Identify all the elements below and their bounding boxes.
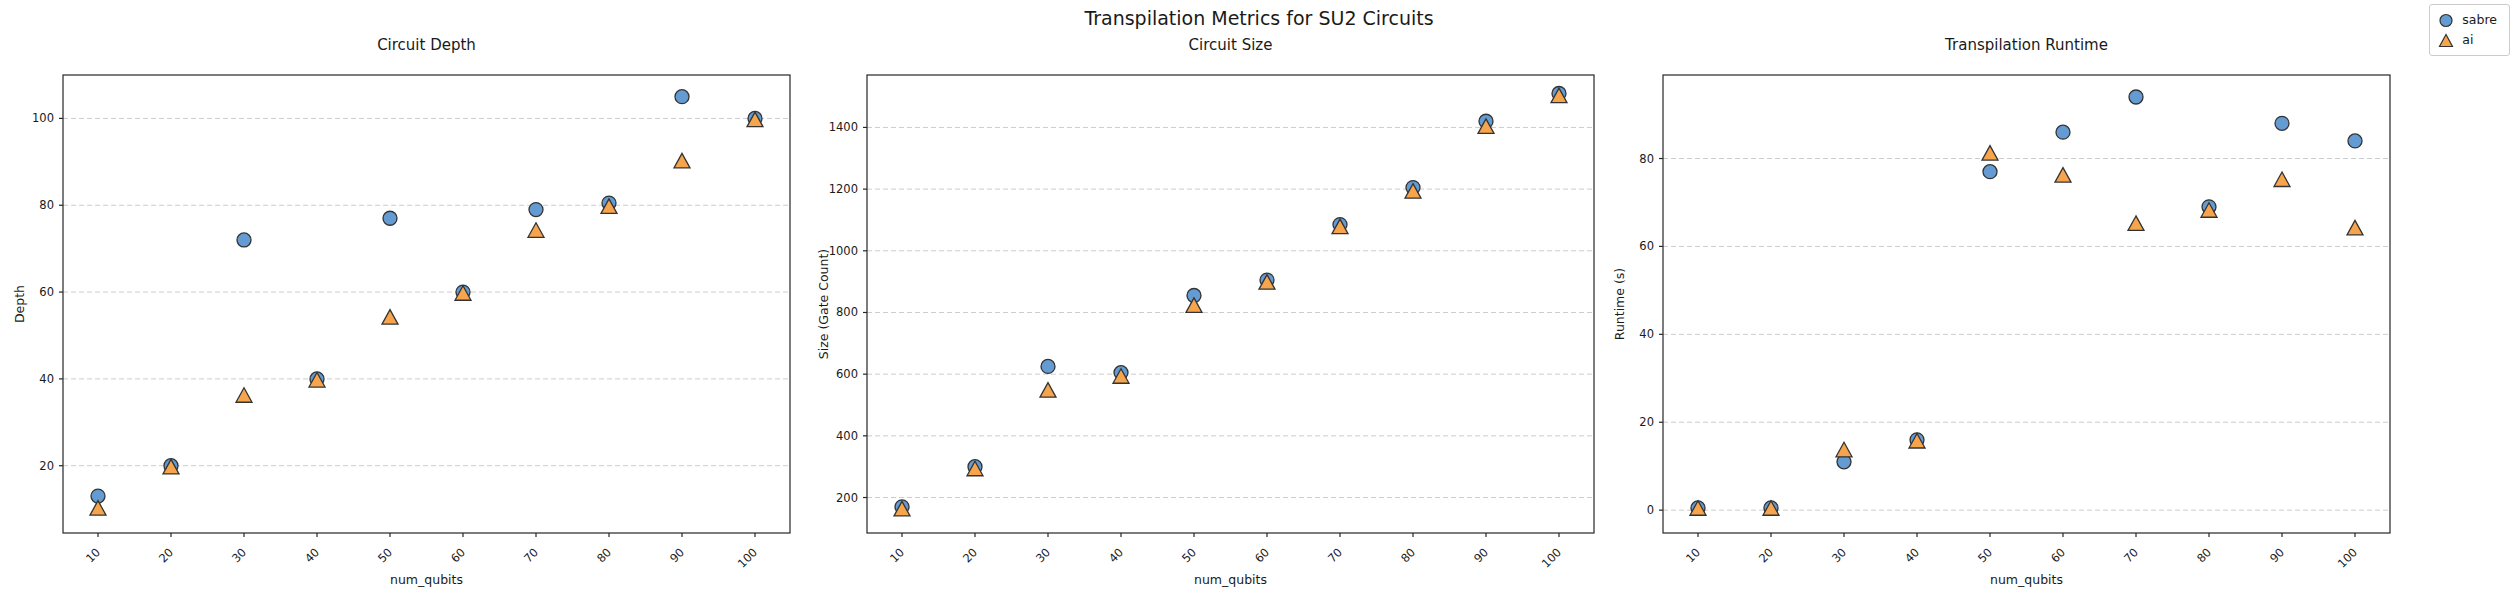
legend-label: sabre bbox=[2462, 10, 2497, 30]
plot-border bbox=[1663, 75, 2390, 533]
data-point-sabre bbox=[1983, 165, 1997, 179]
legend-triangle-swatch bbox=[2440, 34, 2453, 46]
y-tick-label: 1200 bbox=[829, 182, 858, 196]
x-tick-label: 20 bbox=[156, 545, 176, 565]
x-axis-label: num_qubits bbox=[63, 572, 790, 587]
x-tick-label: 10 bbox=[83, 545, 103, 565]
x-tick-label: 80 bbox=[594, 545, 614, 565]
data-point-sabre bbox=[2348, 134, 2362, 148]
circuit-size-plot: 200 400 600 800 1000 1200 1400 10 20 30 40 50 60 70 80… bbox=[804, 0, 1644, 598]
data-point-sabre bbox=[383, 211, 397, 225]
legend-circle-swatch bbox=[2440, 14, 2452, 26]
data-point-sabre bbox=[675, 90, 689, 104]
y-tick-label: 1400 bbox=[829, 120, 858, 134]
x-tick-label: 10 bbox=[1683, 545, 1703, 565]
circuit-depth-plot: 20 40 60 80 100 10 20 30 40 50 60 70 80 90 100 bbox=[0, 0, 840, 598]
data-point-ai bbox=[674, 153, 690, 168]
y-tick-label: 1000 bbox=[829, 244, 858, 258]
x-tick-label: 100 bbox=[2335, 545, 2360, 570]
x-tick-label: 40 bbox=[1902, 545, 1922, 565]
y-tick-label: 20 bbox=[39, 459, 54, 473]
y-tick-label: 600 bbox=[836, 367, 858, 381]
transpilation-runtime-panel: Transpilation Runtime Runtime (s) 020406… bbox=[1600, 0, 2440, 598]
y-tick-label: 0 bbox=[1647, 503, 1654, 517]
y-tick-label: 100 bbox=[32, 111, 54, 125]
triangle-marker-icon bbox=[2438, 33, 2454, 48]
data-point-sabre bbox=[2056, 125, 2070, 139]
legend-item-ai: ai bbox=[2438, 30, 2497, 50]
x-tick-label: 60 bbox=[2048, 545, 2068, 565]
x-axis-label: num_qubits bbox=[1663, 572, 2390, 587]
x-tick-label: 20 bbox=[1756, 545, 1776, 565]
x-tick-label: 70 bbox=[2121, 545, 2141, 565]
x-tick-label: 40 bbox=[1106, 545, 1126, 565]
x-tick-label: 10 bbox=[887, 545, 907, 565]
x-tick-label: 50 bbox=[1179, 545, 1199, 565]
data-point-ai bbox=[2274, 172, 2290, 187]
data-point-sabre bbox=[529, 203, 543, 217]
circuit-size-panel: Circuit Size Size (Gate Count) 200400600… bbox=[804, 0, 1644, 598]
data-point-sabre bbox=[237, 233, 251, 247]
legend-item-sabre: sabre bbox=[2438, 10, 2497, 30]
data-point-ai bbox=[90, 501, 106, 516]
figure: Transpilation Metrics for SU2 Circuits C… bbox=[0, 0, 2518, 598]
y-tick-label: 800 bbox=[836, 305, 858, 319]
x-tick-label: 90 bbox=[2267, 545, 2287, 565]
data-point-sabre bbox=[2275, 116, 2289, 130]
x-tick-label: 70 bbox=[521, 545, 541, 565]
legend-label: ai bbox=[2462, 30, 2473, 50]
data-point-ai bbox=[1836, 442, 1852, 457]
x-tick-label: 60 bbox=[1252, 545, 1272, 565]
x-tick-label: 90 bbox=[667, 545, 687, 565]
x-tick-label: 60 bbox=[448, 545, 468, 565]
y-tick-label: 60 bbox=[39, 285, 54, 299]
x-tick-label: 100 bbox=[735, 545, 760, 570]
x-axis-label: num_qubits bbox=[867, 572, 1594, 587]
x-tick-label: 90 bbox=[1471, 545, 1491, 565]
x-tick-label: 80 bbox=[2194, 545, 2214, 565]
data-point-ai bbox=[236, 388, 252, 403]
y-tick-label: 40 bbox=[39, 372, 54, 386]
circuit-depth-panel: Circuit Depth Depth 20406080100102030405… bbox=[0, 0, 840, 598]
x-tick-label: 30 bbox=[1829, 545, 1849, 565]
data-point-ai bbox=[2055, 168, 2071, 183]
data-point-ai bbox=[382, 310, 398, 325]
data-point-sabre bbox=[1041, 359, 1055, 373]
x-tick-label: 30 bbox=[229, 545, 249, 565]
x-tick-label: 80 bbox=[1398, 545, 1418, 565]
x-tick-label: 40 bbox=[302, 545, 322, 565]
y-tick-label: 80 bbox=[39, 198, 54, 212]
x-tick-label: 50 bbox=[1975, 545, 1995, 565]
data-point-ai bbox=[1982, 146, 1998, 161]
data-point-ai bbox=[2128, 216, 2144, 231]
y-tick-label: 200 bbox=[836, 491, 858, 505]
data-point-ai bbox=[528, 223, 544, 238]
y-tick-label: 60 bbox=[1639, 239, 1654, 253]
y-tick-label: 40 bbox=[1639, 327, 1654, 341]
legend: sabre ai bbox=[2429, 4, 2510, 56]
x-tick-label: 50 bbox=[375, 545, 395, 565]
x-tick-label: 30 bbox=[1033, 545, 1053, 565]
y-tick-label: 400 bbox=[836, 429, 858, 443]
circle-marker-icon bbox=[2438, 13, 2454, 28]
data-point-ai bbox=[1040, 383, 1056, 398]
x-tick-label: 100 bbox=[1539, 545, 1564, 570]
x-tick-label: 70 bbox=[1325, 545, 1345, 565]
transpilation-runtime-plot: 0 20 40 60 80 10 20 30 40 50 60 70 80 90 100 bbox=[1600, 0, 2440, 598]
y-tick-label: 80 bbox=[1639, 152, 1654, 166]
data-point-sabre bbox=[2129, 90, 2143, 104]
data-point-ai bbox=[2347, 220, 2363, 235]
y-tick-label: 20 bbox=[1639, 415, 1654, 429]
x-tick-label: 20 bbox=[960, 545, 980, 565]
